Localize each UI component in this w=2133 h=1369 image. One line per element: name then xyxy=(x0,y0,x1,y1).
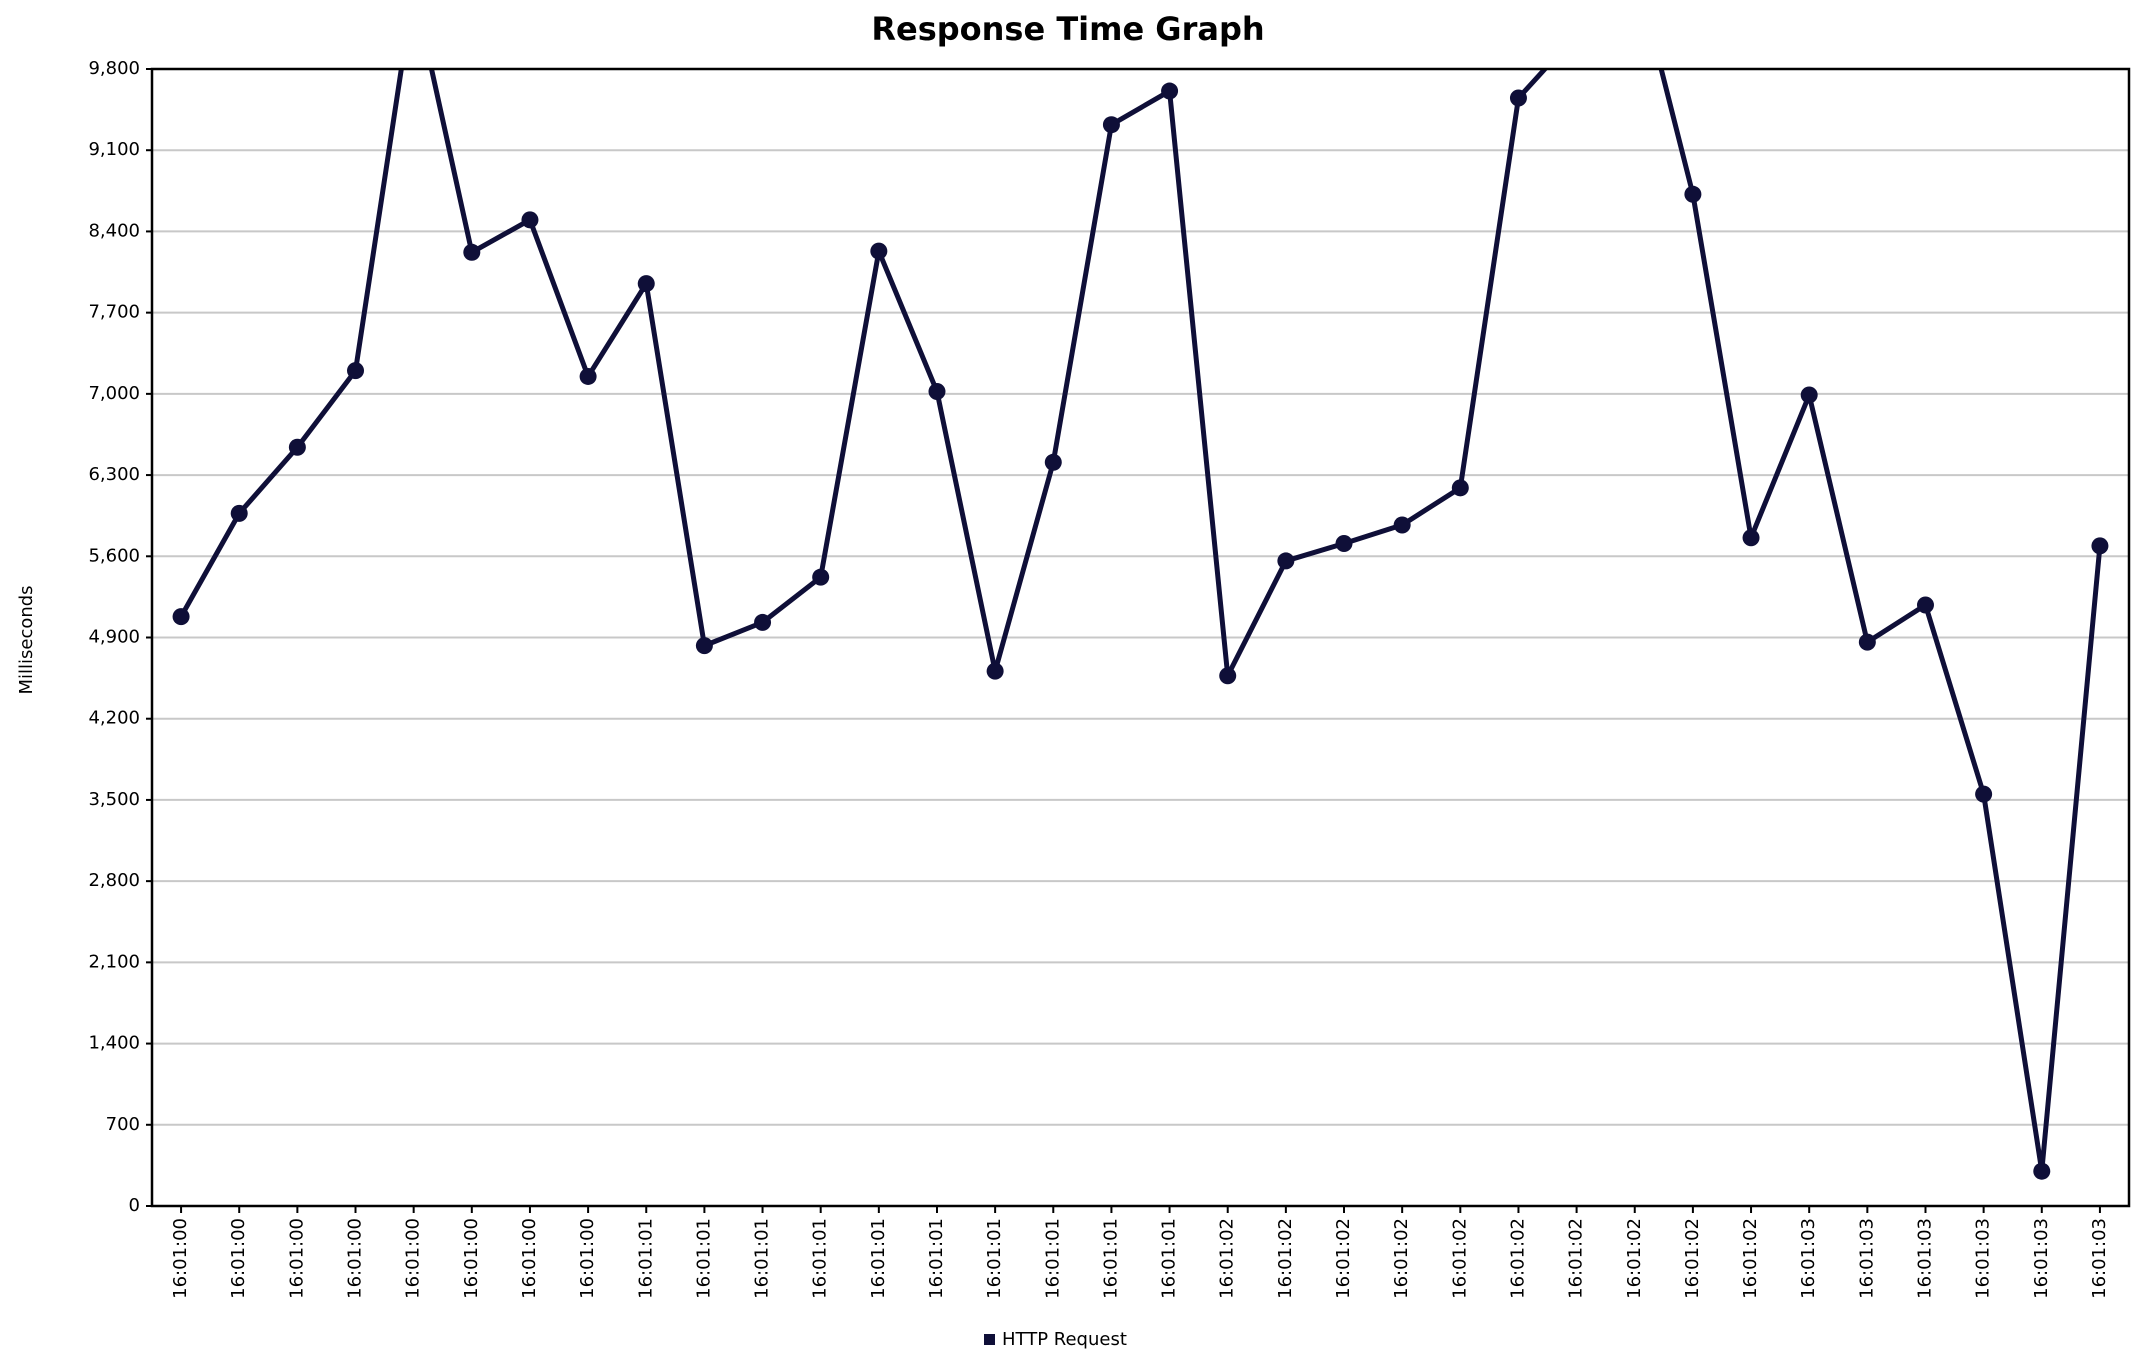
x-tick-label: 16:01:03 xyxy=(1856,1218,1877,1299)
x-tick-label: 16:01:01 xyxy=(984,1218,1005,1299)
point xyxy=(347,362,365,380)
y-tick-label: 9,800 xyxy=(88,58,140,79)
y-tick-label: 4,900 xyxy=(88,627,140,648)
x-tick-label: 16:01:02 xyxy=(1449,1218,1470,1299)
y-tick-label: 700 xyxy=(106,1114,140,1135)
x-tick-label: 16:01:01 xyxy=(1159,1218,1180,1299)
x-tick-label: 16:01:02 xyxy=(1275,1218,1296,1299)
x-tick-label: 16:01:02 xyxy=(1682,1218,1703,1299)
x-tick-label: 16:01:02 xyxy=(1333,1218,1354,1299)
point xyxy=(695,637,713,655)
legend-label: HTTP Request xyxy=(1002,1329,1127,1350)
x-tick-label: 16:01:02 xyxy=(1217,1218,1238,1299)
point xyxy=(521,211,539,229)
x-tick-label: 16:01:01 xyxy=(752,1218,773,1299)
point xyxy=(172,608,190,626)
point xyxy=(1044,453,1062,471)
point xyxy=(1568,26,1585,43)
point xyxy=(1219,667,1237,685)
y-axis-label: Milliseconds xyxy=(16,585,37,694)
y-tick-label: 4,200 xyxy=(88,708,140,729)
plot-border xyxy=(150,67,2131,1208)
x-tick-label: 16:01:00 xyxy=(228,1218,249,1299)
x-tick-label: 16:01:03 xyxy=(1973,1218,1994,1299)
point xyxy=(986,662,1004,680)
point xyxy=(1393,516,1411,534)
y-tick-label: 7,700 xyxy=(88,302,140,323)
point xyxy=(1509,89,1527,107)
y-tick-label: 8,400 xyxy=(88,220,140,241)
x-tick-label: 16:01:03 xyxy=(2031,1218,2052,1299)
point xyxy=(1800,386,1818,404)
x-tick-label: 16:01:00 xyxy=(286,1218,307,1299)
x-tick-label: 16:01:01 xyxy=(635,1218,656,1299)
x-tick-label: 16:01:01 xyxy=(926,1218,947,1299)
point xyxy=(1161,82,1179,100)
x-tick-label: 16:01:00 xyxy=(519,1218,540,1299)
point xyxy=(870,242,888,260)
x-tick-label: 16:01:00 xyxy=(403,1218,424,1299)
x-tick-label: 16:01:01 xyxy=(868,1218,889,1299)
y-tick-label: 1,400 xyxy=(88,1033,140,1054)
x-tick-label: 16:01:00 xyxy=(577,1218,598,1299)
point xyxy=(1742,529,1760,547)
point xyxy=(2033,1162,2051,1180)
point xyxy=(928,383,946,401)
x-tick-label: 16:01:01 xyxy=(810,1218,831,1299)
point xyxy=(230,504,248,522)
y-tick-label: 0 xyxy=(129,1195,140,1216)
y-tick-label: 3,500 xyxy=(88,789,140,810)
point xyxy=(1916,596,1934,614)
y-tick-label: 2,100 xyxy=(88,951,140,972)
point xyxy=(637,275,655,293)
x-tick-label: 16:01:01 xyxy=(693,1218,714,1299)
y-tick-label: 9,100 xyxy=(88,139,140,160)
x-tick-label: 16:01:03 xyxy=(2089,1218,2110,1299)
y-tick-label: 5,600 xyxy=(88,545,140,566)
point xyxy=(812,568,830,586)
x-tick-label: 16:01:01 xyxy=(1042,1218,1063,1299)
legend-swatch xyxy=(984,1334,995,1345)
x-tick-label: 16:01:01 xyxy=(1100,1218,1121,1299)
plot-area xyxy=(172,26,2109,1180)
line-series xyxy=(178,69,2103,1174)
point xyxy=(1335,535,1353,553)
point xyxy=(1277,552,1295,570)
point xyxy=(1858,633,1876,651)
point xyxy=(1102,116,1120,134)
x-tick-label: 16:01:02 xyxy=(1391,1218,1412,1299)
point xyxy=(463,243,481,261)
x-tick-label: 16:01:02 xyxy=(1624,1218,1645,1299)
x-tick-label: 16:01:00 xyxy=(345,1218,366,1299)
x-tick-label: 16:01:02 xyxy=(1566,1218,1587,1299)
point xyxy=(1451,479,1469,497)
y-tick-label: 2,800 xyxy=(88,870,140,891)
point xyxy=(1975,785,1993,803)
x-tick-label: 16:01:02 xyxy=(1507,1218,1528,1299)
point xyxy=(1684,185,1702,203)
y-tick-label: 7,000 xyxy=(88,383,140,404)
point xyxy=(579,367,597,385)
x-tick-label: 16:01:03 xyxy=(1798,1218,1819,1299)
point xyxy=(754,613,772,631)
point xyxy=(2091,537,2109,555)
x-tick-label: 16:01:03 xyxy=(1914,1218,1935,1299)
x-tick-label: 16:01:00 xyxy=(461,1218,482,1299)
y-tick-label: 6,300 xyxy=(88,464,140,485)
chart-title: Response Time Graph xyxy=(871,10,1264,48)
x-tick-label: 16:01:02 xyxy=(1740,1218,1761,1299)
x-tick-label: 16:01:00 xyxy=(170,1218,191,1299)
point xyxy=(288,438,306,456)
